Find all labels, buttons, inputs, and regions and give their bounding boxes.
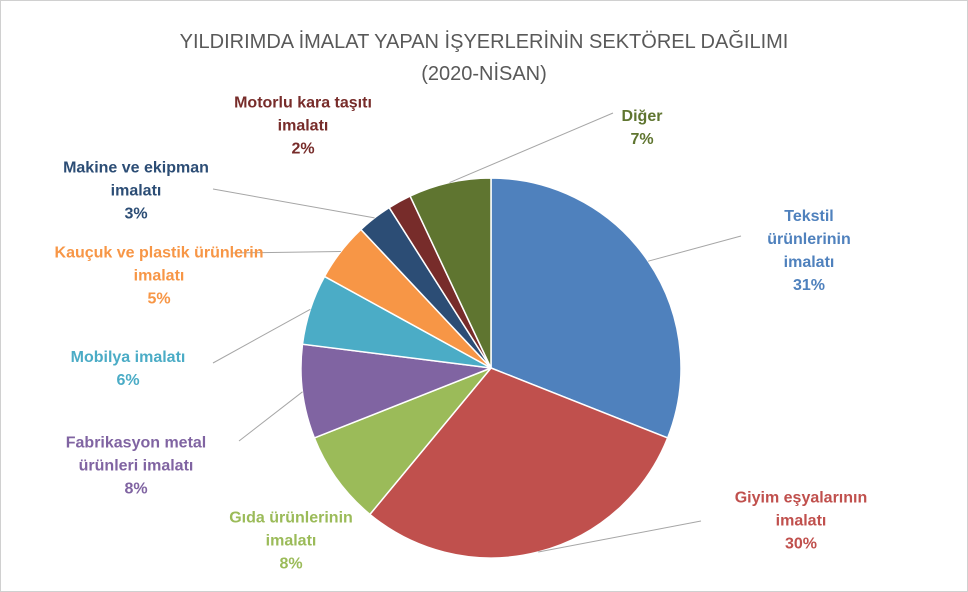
value-label: 5% <box>147 290 171 308</box>
leader-line <box>212 188 375 219</box>
value-label: 30% <box>784 535 818 553</box>
value-label: 8% <box>279 555 303 573</box>
category-label: Gıda ürünlerinin imalatı <box>229 509 353 550</box>
data-label: Mobilya imalatı 6% <box>38 346 218 392</box>
leader-line <box>238 391 303 442</box>
value-label: 31% <box>792 277 826 294</box>
category-label: Giyim eşyalarının imalatı <box>734 489 868 530</box>
category-label: Mobilya imalatı <box>70 349 186 366</box>
leader-line <box>648 235 742 262</box>
data-label: Giyim eşyalarının imalatı 30% <box>711 487 891 556</box>
leader-line <box>212 308 311 364</box>
data-label: Gıda ürünlerinin imalatı 8% <box>206 507 376 576</box>
pie-slice <box>300 343 492 439</box>
value-label: 7% <box>630 131 654 148</box>
chart-subtitle: (2020-NİSAN) <box>421 63 547 85</box>
data-label: Makine ve ekipman imalatı 3% <box>56 157 216 226</box>
value-label: 3% <box>124 205 148 223</box>
leader-line <box>449 112 614 184</box>
value-label: 6% <box>116 372 140 389</box>
data-label: Kauçuk ve plastik ürünlerin imalatı 5% <box>54 242 264 311</box>
pie-slice <box>368 367 669 559</box>
category-label: Makine ve ekipman imalatı <box>63 159 209 200</box>
data-label: Motorlu kara taşıtı imalatı 2% <box>228 92 378 161</box>
leader-line <box>230 251 341 254</box>
data-label: Diğer 7% <box>602 105 682 151</box>
pie-slice <box>409 177 492 369</box>
category-label: Tekstil ürünlerinin imalatı <box>767 208 851 271</box>
data-label: Tekstil ürünlerinin imalatı 31% <box>744 205 874 297</box>
leader-line <box>538 520 702 553</box>
category-label: Kauçuk ve plastik ürünlerin imalatı <box>54 244 264 285</box>
chart-title: YILDIRIMDA İMALAT YAPAN İŞYERLERİNİN SEK… <box>179 31 789 53</box>
category-label: Fabrikasyon metal ürünleri imalatı <box>65 434 207 475</box>
value-label: 2% <box>291 140 315 158</box>
category-label: Motorlu kara taşıtı imalatı <box>234 94 372 135</box>
value-label: 8% <box>124 480 148 498</box>
category-label: Diğer <box>621 108 663 125</box>
pie-slice <box>313 367 492 516</box>
pie-slice <box>490 177 682 439</box>
data-label: Fabrikasyon metal ürünleri imalatı 8% <box>36 432 236 501</box>
